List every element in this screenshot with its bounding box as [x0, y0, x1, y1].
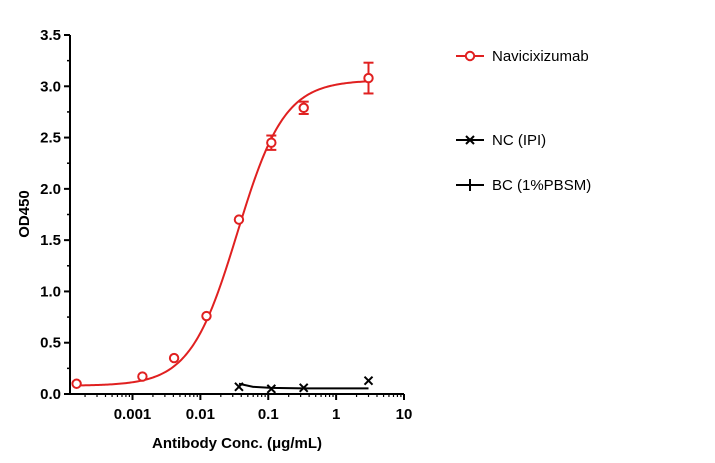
- data-point-navicixizumab: [137, 371, 148, 382]
- x-tick-label: 0.001: [114, 406, 152, 423]
- legend: Navicixizumab NC (IPI) BC (1%PBSM): [456, 48, 591, 194]
- x-axis-title: Antibody Conc. (μg/mL): [152, 435, 322, 452]
- data-point-navicixizumab: [201, 310, 212, 322]
- x-tick-label: 1: [332, 406, 340, 423]
- y-ticks: 0.0 0.5 1.0 1.5 2.0 2.5 3.0 3.5: [40, 27, 70, 403]
- legend-label: Navicixizumab: [492, 48, 589, 65]
- x-marker-stroke: [299, 383, 309, 393]
- y-tick-label: 2.0: [40, 181, 61, 198]
- legend-marker: [465, 135, 475, 145]
- x-marker-stroke: [266, 384, 277, 394]
- x-marker-stroke: [363, 375, 374, 386]
- x-tick-label: 10: [396, 406, 413, 423]
- data-point-navicixizumab: [298, 102, 309, 114]
- y-tick-label: 1.5: [40, 232, 61, 249]
- data-point-nc: [266, 384, 277, 394]
- x-tick-label: 0.1: [258, 406, 279, 423]
- plot-area: [71, 61, 374, 394]
- data-point-nc: [234, 382, 244, 392]
- data-point-navicixizumab: [363, 72, 374, 84]
- axes: 0.0 0.5 1.0 1.5 2.0 2.5 3.0 3.5 0.001 0.01 0.1 1 10: [40, 27, 412, 423]
- fit-curve-navicixizumab: [76, 80, 369, 387]
- legend-item: NC (IPI): [456, 132, 546, 149]
- y-tick-label: 2.5: [40, 130, 61, 147]
- data-point-navicixizumab: [71, 378, 82, 389]
- y-tick-label: 3.5: [40, 27, 61, 44]
- legend-item: BC (1%PBSM): [456, 177, 591, 194]
- data-point-nc: [299, 383, 309, 393]
- legend-item: Navicixizumab: [456, 48, 589, 65]
- y-tick-label: 0.5: [40, 335, 61, 352]
- data-point-nc: [363, 375, 374, 386]
- legend-label: BC (1%PBSM): [492, 177, 591, 194]
- data-point-navicixizumab: [233, 214, 245, 225]
- x-ticks: 0.001 0.01 0.1 1 10: [84, 394, 413, 423]
- data-point-navicixizumab: [266, 137, 277, 148]
- y-tick-label: 0.0: [40, 386, 61, 403]
- legend-marker: [464, 50, 476, 62]
- data-point-navicixizumab: [168, 352, 180, 364]
- y-axis-title: OD450: [16, 190, 33, 238]
- x-tick-label: 0.01: [186, 406, 215, 423]
- y-tick-label: 1.0: [40, 283, 61, 300]
- legend-label: NC (IPI): [492, 132, 546, 149]
- y-tick-label: 3.0: [40, 78, 61, 95]
- x-marker-stroke: [234, 382, 244, 392]
